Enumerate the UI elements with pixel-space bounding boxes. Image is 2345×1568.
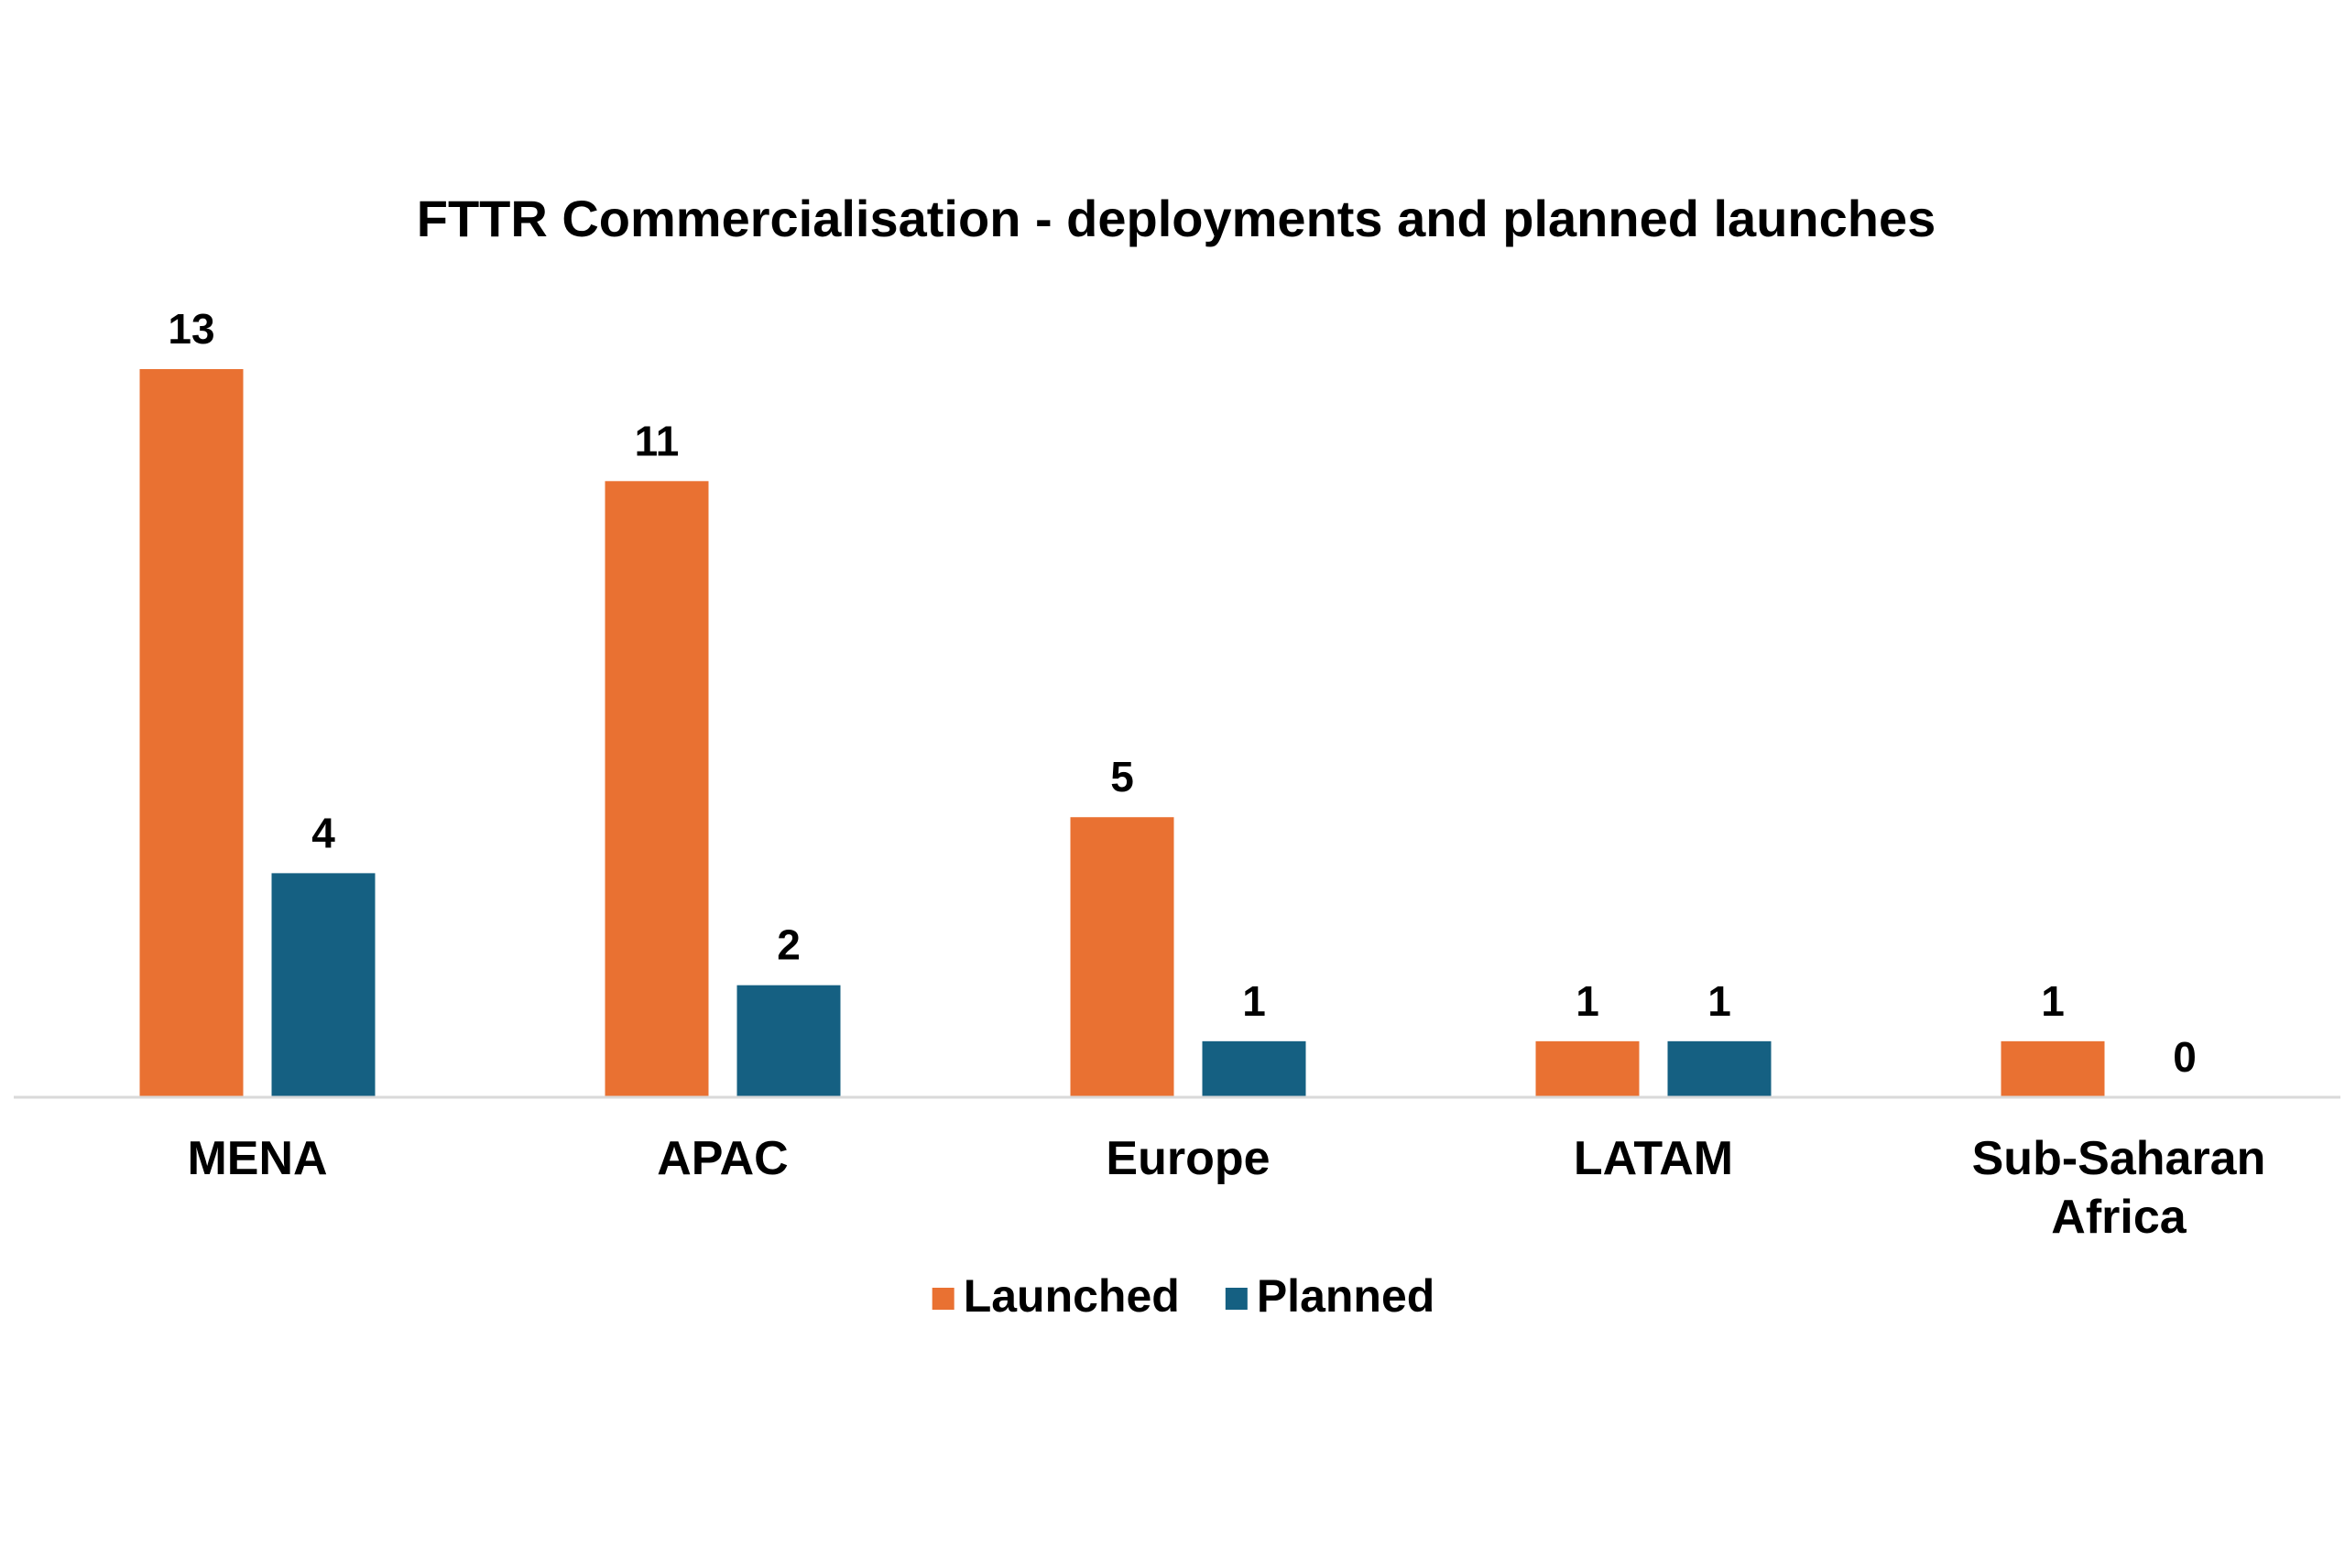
legend-marker-launched [932, 1288, 954, 1310]
data-label-launched-3: 1 [1576, 977, 1599, 1025]
bar-launched-4 [2001, 1040, 2105, 1097]
chart-title: FTTR Commercialisation - deployments and… [417, 190, 1936, 247]
bar-planned-3 [1667, 1040, 1772, 1097]
bar-planned-2 [1202, 1040, 1306, 1097]
data-label-planned-0: 4 [311, 809, 335, 856]
legend-marker-planned [1225, 1288, 1248, 1310]
category-label-4: Sub-Saharan [1972, 1132, 2266, 1185]
category-label-4-line1: Africa [2051, 1191, 2187, 1244]
data-label-planned-1: 2 [777, 921, 801, 969]
category-labels-layer: MENA APAC Europe LATAM Sub-Saharan Africa [187, 1132, 2265, 1244]
data-label-planned-2: 1 [1242, 977, 1266, 1025]
bar-planned-0 [271, 873, 376, 1097]
category-label-0: MENA [187, 1132, 327, 1185]
category-label-1: APAC [657, 1132, 788, 1185]
data-label-launched-2: 5 [1110, 753, 1134, 800]
data-label-launched-1: 11 [635, 417, 680, 464]
category-label-2: Europe [1106, 1132, 1270, 1185]
category-label-3: LATAM [1574, 1132, 1733, 1185]
bar-launched-3 [1535, 1040, 1640, 1097]
bar-launched-1 [605, 481, 709, 1097]
data-label-planned-4: 0 [2173, 1033, 2197, 1081]
data-label-planned-3: 1 [1707, 977, 1731, 1025]
data-label-launched-0: 13 [168, 305, 214, 353]
bars-layer [139, 369, 2105, 1097]
bar-launched-2 [1070, 817, 1174, 1097]
bar-planned-1 [736, 985, 841, 1097]
legend: Launched Planned [932, 1270, 1434, 1322]
bar-launched-0 [139, 369, 244, 1097]
legend-label-launched: Launched [964, 1270, 1180, 1322]
legend-label-planned: Planned [1257, 1270, 1434, 1322]
data-label-launched-4: 1 [2041, 977, 2065, 1025]
